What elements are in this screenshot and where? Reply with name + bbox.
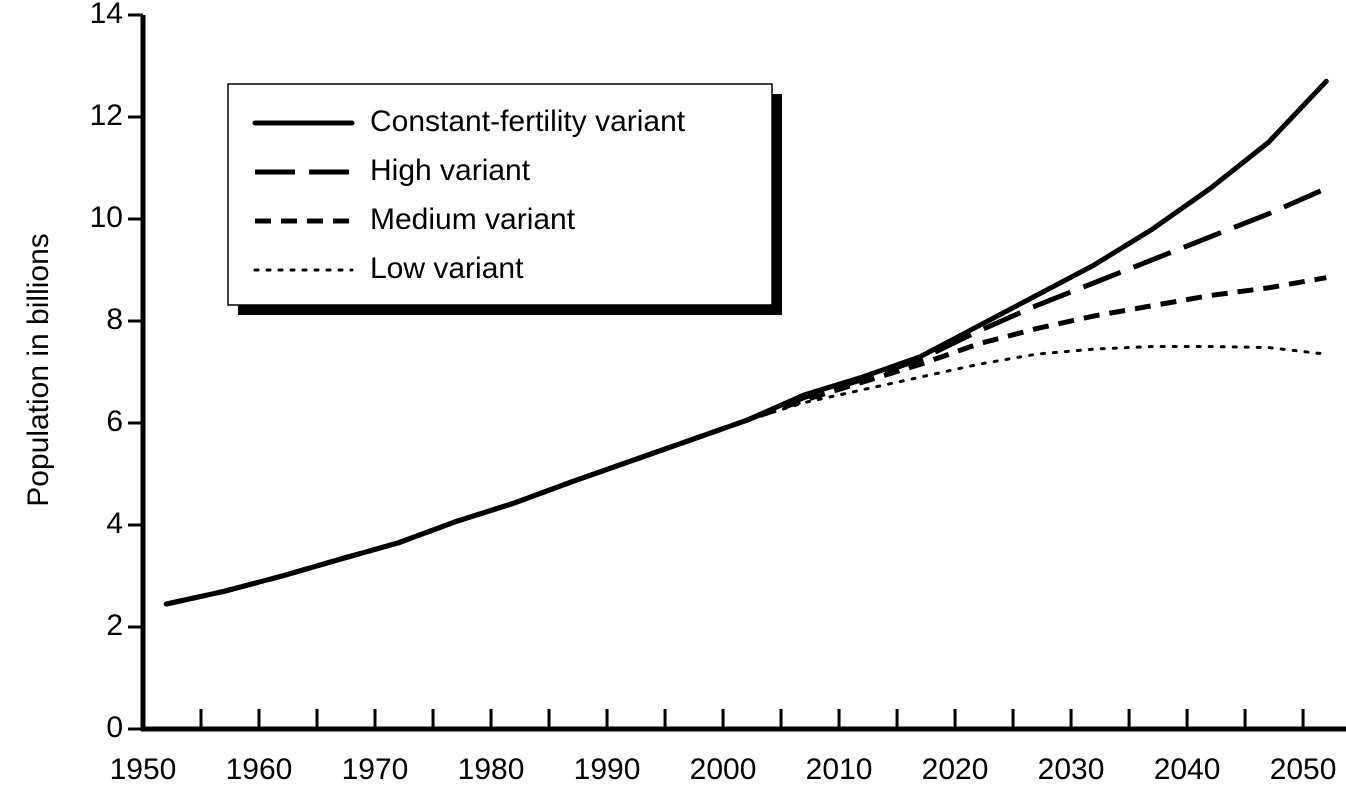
legend-label: High variant	[370, 154, 531, 187]
x-tick-label: 2010	[806, 753, 873, 786]
y-tick-label: 8	[106, 303, 123, 336]
x-tick-label: 2000	[690, 753, 757, 786]
x-tick-label: 1950	[110, 753, 177, 786]
series-line	[164, 345, 1328, 606]
y-tick-label: 14	[90, 0, 123, 30]
legend-label: Constant-fertility variant	[370, 105, 686, 138]
legend	[227, 83, 773, 306]
x-tick-label: 1990	[574, 753, 641, 786]
y-tick-label: 12	[90, 99, 123, 132]
y-axis-label: Population in billions	[22, 233, 55, 507]
x-tick-label: 2040	[1154, 753, 1221, 786]
y-tick-label: 6	[106, 405, 123, 438]
x-tick-label: 1960	[226, 753, 293, 786]
legend-label: Low variant	[370, 252, 524, 285]
y-tick-label: 0	[106, 711, 123, 744]
x-tick-label: 1970	[342, 753, 409, 786]
y-tick-label: 10	[90, 201, 123, 234]
x-tick-label: 2030	[1038, 753, 1105, 786]
x-tick-label: 2050	[1270, 753, 1337, 786]
legend-label: Medium variant	[370, 203, 576, 236]
y-tick-label: 2	[106, 609, 123, 642]
series-line	[163, 78, 1329, 607]
x-tick-label: 2020	[922, 753, 989, 786]
y-tick-label: 4	[106, 507, 123, 540]
series-line	[165, 275, 1327, 607]
x-tick-label: 1980	[458, 753, 525, 786]
